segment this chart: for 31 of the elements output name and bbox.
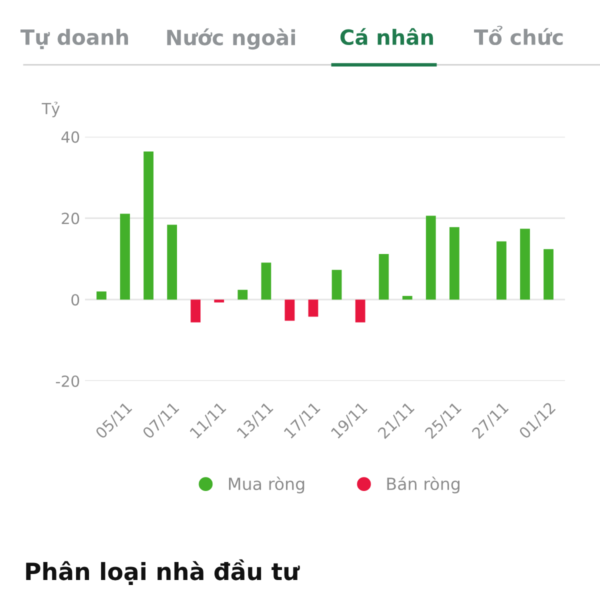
bar <box>426 216 436 300</box>
bar <box>238 290 248 300</box>
bar <box>520 228 530 300</box>
legend-label: Mua ròng <box>229 476 304 494</box>
bar <box>544 249 554 300</box>
bar <box>355 300 366 322</box>
legend-label: Bán ròng <box>387 476 460 494</box>
bar <box>214 300 224 302</box>
y-axis-title: Tỷ <box>42 102 60 118</box>
bar <box>332 270 342 300</box>
bar <box>402 296 412 300</box>
y-tick-label: 0 <box>71 294 80 306</box>
text: Tự doanh <box>20 28 128 50</box>
y-tick-label: -20 <box>56 375 80 388</box>
bar <box>496 241 506 300</box>
bar <box>144 151 154 300</box>
bar <box>96 291 106 300</box>
bar <box>284 300 295 321</box>
bar <box>261 262 272 300</box>
text: Tổ chức <box>474 26 563 46</box>
bar <box>308 300 318 317</box>
bar <box>449 227 460 300</box>
text: Cá nhân <box>340 28 433 46</box>
y-tick-label: 40 <box>61 131 80 143</box>
bar <box>378 254 389 300</box>
bar <box>167 224 177 300</box>
text: Nước ngoài <box>167 28 295 50</box>
bar <box>190 300 201 322</box>
bar <box>120 214 130 300</box>
text: Phân loại nhà đầu tư <box>26 559 300 585</box>
y-tick-label: 20 <box>62 212 80 224</box>
